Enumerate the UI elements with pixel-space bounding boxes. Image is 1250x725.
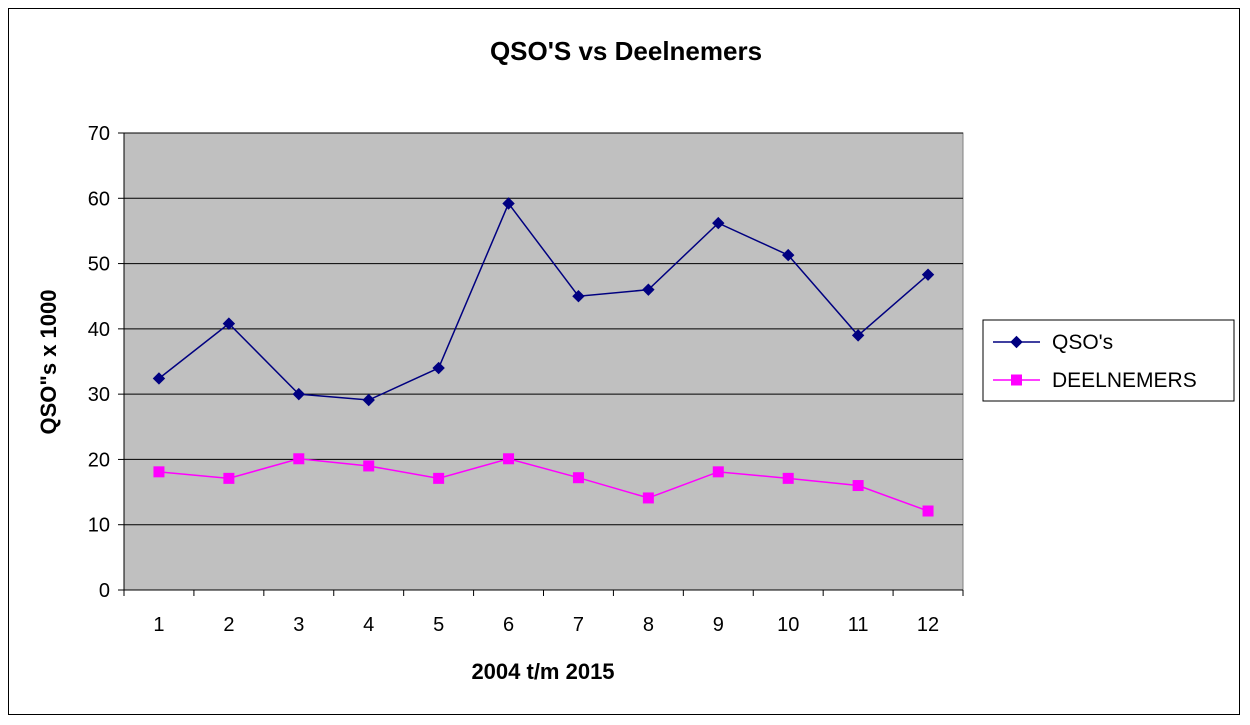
x-tick-label: 6 xyxy=(503,614,514,636)
data-point xyxy=(293,453,305,465)
data-point xyxy=(362,393,375,407)
x-tick-labels: 1 2 3 4 5 6 7 8 9 10 11 12 xyxy=(153,614,939,636)
data-point xyxy=(152,372,166,385)
legend-label: DEELNEMERS xyxy=(1052,369,1197,392)
x-tick-label: 9 xyxy=(713,614,724,636)
legend-box xyxy=(982,319,1235,402)
data-point xyxy=(782,248,795,262)
x-tick-label: 3 xyxy=(293,614,304,636)
x-tick-label: 7 xyxy=(573,614,584,636)
data-point xyxy=(852,480,864,492)
x-tick-label: 2 xyxy=(223,614,234,636)
gridlines xyxy=(124,132,963,526)
data-point xyxy=(712,216,725,230)
data-point xyxy=(223,472,235,484)
data-point xyxy=(433,472,445,484)
data-point xyxy=(782,472,794,484)
series-2 xyxy=(153,453,934,517)
series-layer xyxy=(152,197,935,517)
x-tick-label: 8 xyxy=(643,614,654,636)
data-point xyxy=(642,283,655,296)
axes xyxy=(118,132,964,596)
data-point xyxy=(363,460,375,472)
legend-marker xyxy=(1011,374,1022,386)
y-tick-label: 50 xyxy=(88,254,110,276)
data-point xyxy=(153,466,165,478)
data-point xyxy=(921,268,935,281)
data-point xyxy=(572,472,584,484)
y-tick-label: 30 xyxy=(88,384,110,406)
plot-area xyxy=(123,132,964,591)
data-point xyxy=(922,505,934,517)
y-axis-title: QSO"s x 1000 xyxy=(36,290,61,435)
data-point xyxy=(502,197,515,210)
x-tick-label: 10 xyxy=(777,614,799,636)
y-tick-label: 70 xyxy=(88,123,110,145)
data-point xyxy=(572,290,585,303)
y-tick-label: 0 xyxy=(99,580,110,602)
series-line xyxy=(158,202,929,401)
legend-marker xyxy=(1010,335,1023,349)
data-point xyxy=(851,329,865,342)
data-point xyxy=(642,492,654,504)
x-tick-label: 4 xyxy=(363,614,374,636)
x-axis-title: 2004 t/m 2015 xyxy=(471,659,614,684)
y-tick-label: 10 xyxy=(88,515,110,537)
y-tick-label: 40 xyxy=(88,319,110,341)
y-tick-label: 60 xyxy=(88,188,110,210)
data-point xyxy=(712,466,724,478)
series-line xyxy=(158,457,929,512)
x-tick-label: 5 xyxy=(433,614,444,636)
series-1 xyxy=(152,197,935,407)
data-point xyxy=(222,317,236,330)
legend: QSO's DEELNEMERS xyxy=(982,319,1235,402)
y-tick-labels: 0 10 20 30 40 50 60 70 xyxy=(88,123,110,602)
x-tick-label: 12 xyxy=(917,614,939,636)
chart-title: QSO'S vs Deelnemers xyxy=(490,36,762,66)
data-point xyxy=(292,387,305,401)
y-tick-label: 20 xyxy=(88,449,110,471)
data-point xyxy=(503,453,515,465)
x-tick-label: 1 xyxy=(153,614,164,636)
legend-label: QSO's xyxy=(1052,331,1113,354)
data-point xyxy=(432,361,445,375)
x-tick-label: 11 xyxy=(848,614,869,636)
